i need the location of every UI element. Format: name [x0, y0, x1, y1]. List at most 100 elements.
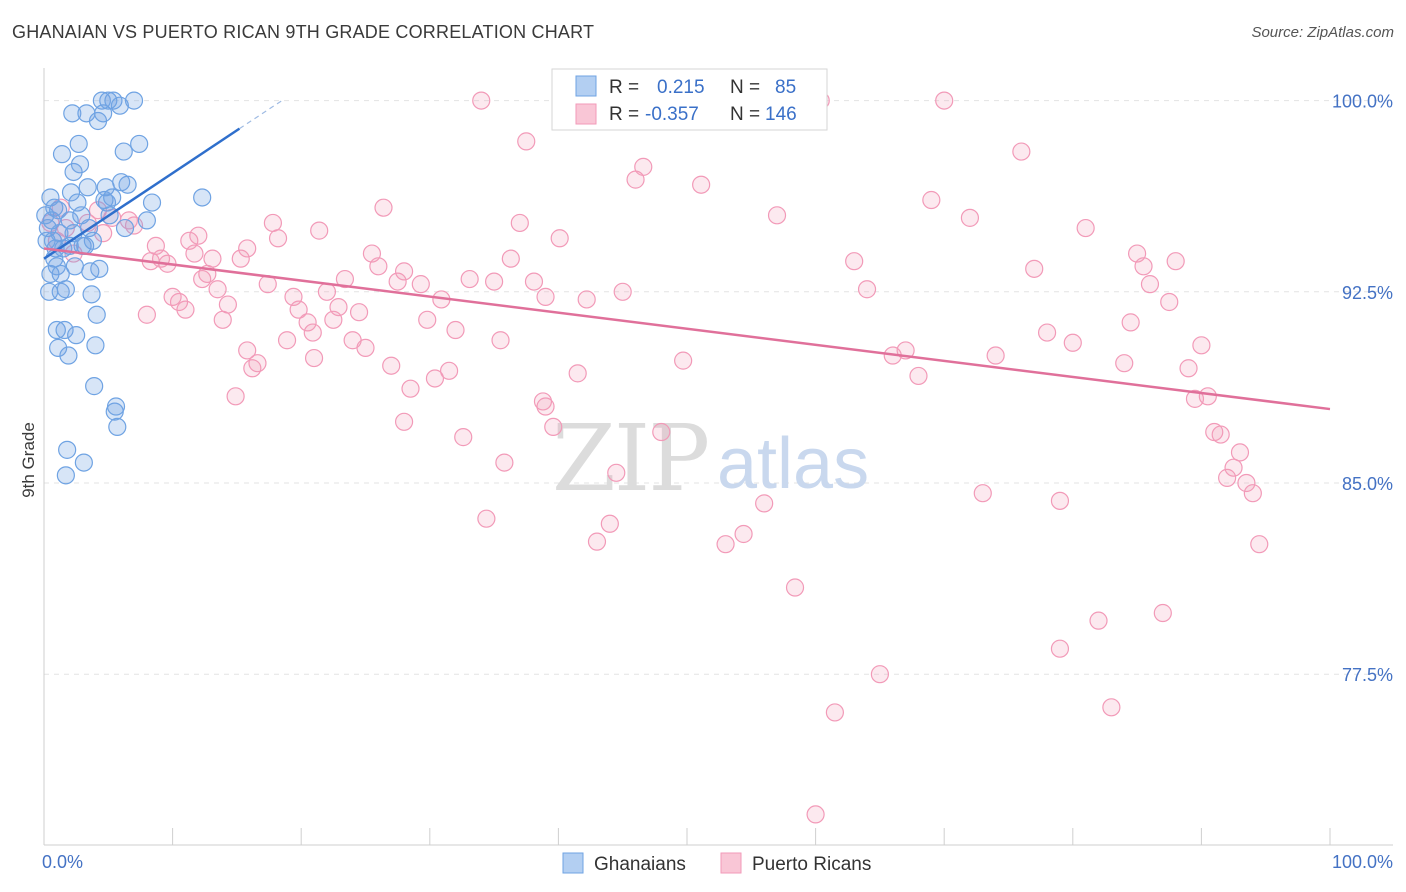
point-puerto-ricans-138: [607, 463, 626, 482]
point-puerto-ricans-133: [495, 453, 514, 472]
point-puerto-ricans-130: [1237, 473, 1256, 493]
point-ghanaians-46: [85, 377, 104, 396]
point-ghanaians-15: [50, 224, 69, 243]
point-ghanaians-12: [47, 320, 66, 340]
point-puerto-ricans-143: [1050, 639, 1070, 658]
legend-n-value-2: 146: [765, 104, 797, 125]
point-ghanaians-31: [65, 257, 84, 276]
point-ghanaians-65: [114, 142, 133, 161]
y-tick-label-0: 100.0%: [1332, 92, 1393, 112]
point-puerto-ricans-87: [716, 535, 735, 554]
point-puerto-ricans-63: [460, 269, 479, 289]
point-puerto-ricans-71: [524, 272, 544, 291]
trend-lines: [43, 100, 1331, 411]
point-puerto-ricans-112: [1102, 698, 1121, 717]
point-ghanaians-27: [61, 183, 81, 202]
watermark-atlas: atlas: [717, 424, 869, 504]
point-puerto-ricans-30: [238, 341, 257, 360]
point-puerto-ricans-91: [785, 578, 805, 597]
point-puerto-ricans-67: [491, 331, 510, 350]
point-puerto-ricans-7: [94, 224, 113, 243]
point-puerto-ricans-100: [922, 190, 941, 210]
point-puerto-ricans-28: [226, 387, 245, 406]
point-puerto-ricans-25: [208, 280, 227, 299]
point-ghanaians-34: [69, 134, 88, 154]
point-ghanaians-70: [137, 211, 156, 230]
point-puerto-ricans-72: [536, 287, 555, 306]
point-puerto-ricans-99: [909, 366, 928, 386]
point-ghanaians-14: [49, 338, 68, 357]
point-puerto-ricans-145: [767, 206, 787, 225]
legend-r-label-1: R =: [609, 77, 639, 98]
point-puerto-ricans-78: [600, 514, 619, 533]
point-ghanaians-50: [90, 259, 109, 278]
point-ghanaians-71: [142, 193, 162, 212]
point-puerto-ricans-56: [411, 275, 430, 294]
point-ghanaians-61: [106, 397, 126, 416]
point-puerto-ricans-45: [335, 269, 355, 289]
point-puerto-ricans-18: [176, 300, 195, 319]
point-puerto-ricans-21: [189, 226, 208, 245]
point-puerto-ricans-11: [137, 305, 156, 324]
trend-line-ghanaians: [43, 127, 241, 260]
point-puerto-ricans-121: [1179, 359, 1198, 378]
point-puerto-ricans-140: [755, 494, 774, 513]
point-puerto-ricans-88: [734, 524, 753, 544]
point-puerto-ricans-22: [193, 269, 212, 289]
point-puerto-ricans-73: [544, 417, 563, 437]
legend-r-value-1: 0.215: [657, 77, 705, 98]
point-ghanaians-28: [63, 104, 82, 123]
chart-title: GHANAIAN VS PUERTO RICAN 9TH GRADE CORRE…: [12, 22, 595, 42]
watermark: ZIP atlas: [552, 405, 869, 512]
point-puerto-ricans-109: [1063, 333, 1082, 352]
point-ghanaians-32: [67, 326, 86, 345]
point-puerto-ricans-38: [289, 300, 308, 319]
point-ghanaians-38: [74, 453, 93, 472]
point-puerto-ricans-69: [510, 213, 529, 233]
point-puerto-ricans-134: [533, 392, 553, 411]
point-ghanaians-44: [82, 285, 101, 304]
point-puerto-ricans-48: [356, 338, 375, 357]
point-puerto-ricans-36: [277, 331, 297, 350]
point-puerto-ricans-62: [454, 428, 473, 447]
legend-box: [551, 68, 828, 131]
point-puerto-ricans-123: [1192, 336, 1211, 355]
point-puerto-ricans-29: [231, 249, 250, 268]
watermark-zip: ZIP: [552, 405, 708, 512]
point-puerto-ricans-105: [1012, 142, 1031, 161]
point-puerto-ricans-110: [1076, 218, 1095, 238]
point-puerto-ricans-108: [1050, 491, 1070, 510]
point-puerto-ricans-117: [1140, 275, 1160, 294]
point-ghanaians-68: [124, 91, 144, 110]
point-puerto-ricans-54: [394, 262, 414, 281]
point-puerto-ricans-95: [845, 252, 864, 271]
point-ghanaians-20: [55, 320, 74, 340]
point-puerto-ricans-142: [806, 805, 825, 824]
point-puerto-ricans-102: [960, 208, 980, 227]
point-puerto-ricans-68: [501, 249, 520, 268]
point-puerto-ricans-137: [238, 239, 257, 258]
point-puerto-ricans-129: [1230, 443, 1250, 462]
point-ghanaians-35: [70, 155, 90, 174]
point-ghanaians-63: [110, 96, 129, 115]
axes: [43, 68, 1393, 846]
point-puerto-ricans-47: [349, 303, 369, 322]
point-puerto-ricans-76: [577, 290, 596, 309]
point-ghanaians-72: [193, 188, 212, 207]
point-puerto-ricans-131: [1243, 484, 1262, 503]
point-puerto-ricans-44: [329, 297, 348, 317]
point-puerto-ricans-136: [304, 348, 324, 368]
point-puerto-ricans-94: [825, 703, 844, 722]
point-puerto-ricans-34: [263, 213, 283, 233]
bottom-legend-swatch-puerto-ricans: [720, 852, 742, 874]
point-puerto-ricans-42: [317, 282, 337, 301]
grid-lines: [44, 100, 1393, 675]
point-puerto-ricans-84: [674, 351, 693, 370]
y-tick-label-1: 92.5%: [1342, 283, 1393, 303]
point-puerto-ricans-139: [652, 422, 671, 442]
point-puerto-ricans-60: [439, 361, 459, 380]
point-puerto-ricans-85: [692, 175, 711, 194]
point-ghanaians-47: [86, 336, 105, 355]
point-puerto-ricans-144: [536, 397, 555, 416]
